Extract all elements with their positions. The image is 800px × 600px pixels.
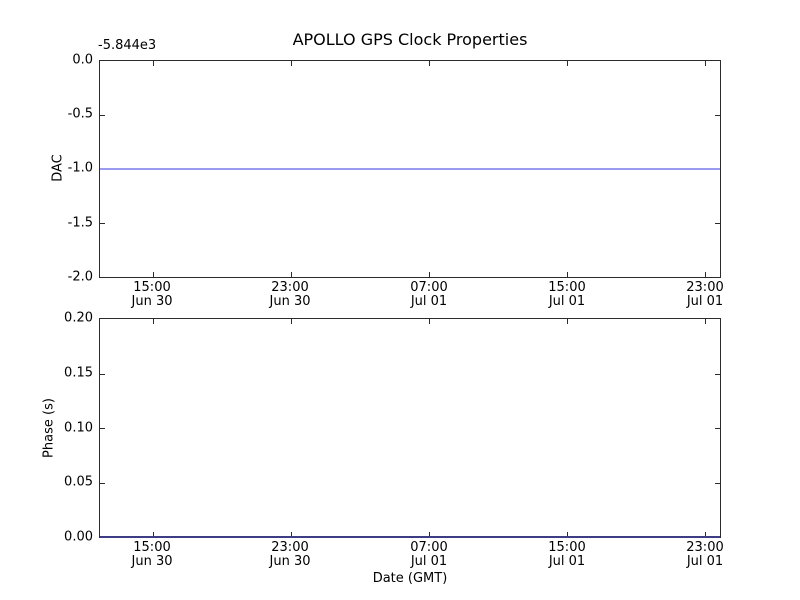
- x-tick: [290, 61, 292, 66]
- y-tick: [100, 482, 105, 484]
- xtick-date: Jul 01: [410, 554, 448, 569]
- x-tick: [429, 532, 431, 537]
- x-tick: [567, 61, 569, 66]
- x-tick: [567, 532, 569, 537]
- x-tick: [290, 272, 292, 277]
- ytick-label: -2.0: [67, 269, 93, 285]
- y-tick: [715, 223, 720, 224]
- y-tick: [100, 373, 105, 375]
- xtick-label: 23:00 Jun 30: [245, 281, 335, 309]
- ytick-label: 0.0: [72, 52, 93, 68]
- xtick-time: 23:00: [686, 280, 724, 295]
- xtick-date: Jun 30: [131, 554, 173, 569]
- xtick-label: 15:00 Jun 30: [107, 541, 197, 569]
- xtick-date: Jul 01: [548, 554, 586, 569]
- xtick-date: Jul 01: [686, 554, 724, 569]
- xtick-time: 23:00: [271, 540, 309, 555]
- ytick-label: -0.5: [67, 106, 93, 122]
- y-axis-offset-text: -5.844e3: [98, 38, 157, 53]
- x-tick: [567, 319, 569, 324]
- chart-title: APOLLO GPS Clock Properties: [292, 30, 528, 49]
- ytick-label: -1.0: [67, 160, 93, 176]
- xtick-label: 15:00 Jul 01: [522, 281, 612, 309]
- x-tick: [290, 319, 292, 324]
- y-tick: [715, 428, 720, 429]
- y-tick: [100, 428, 105, 429]
- xtick-label: 23:00 Jul 01: [660, 281, 750, 309]
- x-tick: [290, 532, 292, 537]
- x-tick: [152, 61, 154, 66]
- y-tick: [715, 115, 720, 116]
- xtick-date: Jun 30: [269, 554, 311, 569]
- xtick-time: 07:00: [410, 280, 448, 295]
- xtick-date: Jul 01: [686, 294, 724, 309]
- y-tick: [100, 115, 105, 116]
- xtick-time: 07:00: [410, 540, 448, 555]
- ytick-label: 0.20: [64, 310, 93, 326]
- xtick-time: 23:00: [686, 540, 724, 555]
- dac-data-line: [100, 168, 720, 170]
- xtick-label: 07:00 Jul 01: [384, 281, 474, 309]
- y-axis-label-phase: Phase (s): [41, 398, 57, 458]
- xtick-label: 15:00 Jun 30: [107, 281, 197, 309]
- xtick-date: Jul 01: [548, 294, 586, 309]
- phase-plot-area: [99, 318, 721, 538]
- x-tick: [429, 319, 431, 324]
- x-tick: [704, 272, 706, 277]
- x-tick: [429, 61, 431, 66]
- xtick-date: Jul 01: [410, 294, 448, 309]
- y-axis-label-dac: DAC: [50, 154, 66, 182]
- x-tick: [704, 61, 706, 66]
- ytick-label: 0.05: [64, 474, 93, 490]
- y-tick: [100, 223, 105, 224]
- x-tick: [152, 532, 154, 537]
- x-tick: [567, 272, 569, 277]
- xtick-time: 15:00: [133, 280, 171, 295]
- dac-plot-area: [99, 60, 721, 278]
- x-tick: [152, 272, 154, 277]
- ytick-label: 0.00: [64, 529, 93, 545]
- y-tick: [715, 373, 720, 375]
- xtick-label: 15:00 Jul 01: [522, 541, 612, 569]
- xtick-label: 07:00 Jul 01: [384, 541, 474, 569]
- ytick-label: -1.5: [67, 215, 93, 231]
- x-tick: [152, 319, 154, 324]
- xtick-date: Jun 30: [269, 294, 311, 309]
- xtick-time: 15:00: [133, 540, 171, 555]
- ytick-label: 0.15: [64, 365, 93, 381]
- xtick-time: 15:00: [548, 280, 586, 295]
- xtick-time: 15:00: [548, 540, 586, 555]
- x-tick: [704, 319, 706, 324]
- xtick-label: 23:00 Jun 30: [245, 541, 335, 569]
- xtick-label: 23:00 Jul 01: [660, 541, 750, 569]
- ytick-label: 0.10: [64, 420, 93, 436]
- xtick-date: Jun 30: [131, 294, 173, 309]
- xtick-time: 23:00: [271, 280, 309, 295]
- phase-data-line: [100, 536, 720, 538]
- y-tick: [715, 482, 720, 484]
- x-axis-label: Date (GMT): [372, 571, 448, 586]
- x-tick: [704, 532, 706, 537]
- x-tick: [429, 272, 431, 277]
